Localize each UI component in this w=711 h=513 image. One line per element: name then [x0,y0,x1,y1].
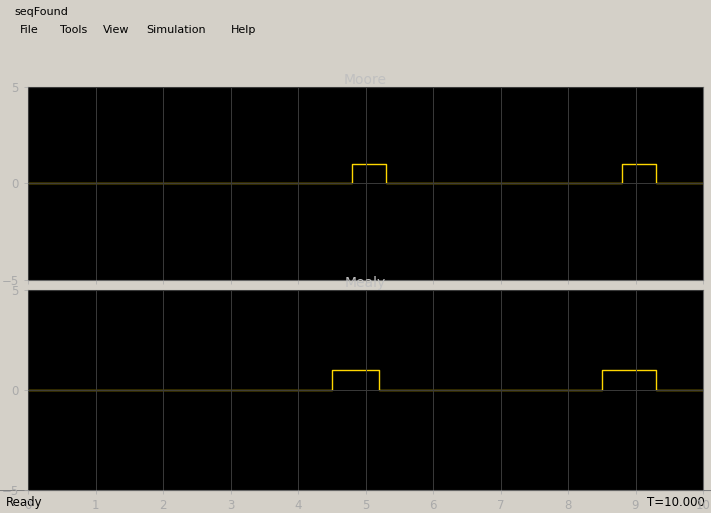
Text: seqFound: seqFound [14,7,68,16]
Title: Moore: Moore [344,73,387,87]
Text: File: File [20,25,38,35]
Text: Simulation: Simulation [146,25,205,35]
Text: View: View [103,25,129,35]
Text: Help: Help [231,25,257,35]
Title: Mealy: Mealy [345,276,386,290]
Text: Tools: Tools [60,25,87,35]
Text: T=10.000: T=10.000 [648,496,705,509]
Text: Ready: Ready [6,496,43,509]
